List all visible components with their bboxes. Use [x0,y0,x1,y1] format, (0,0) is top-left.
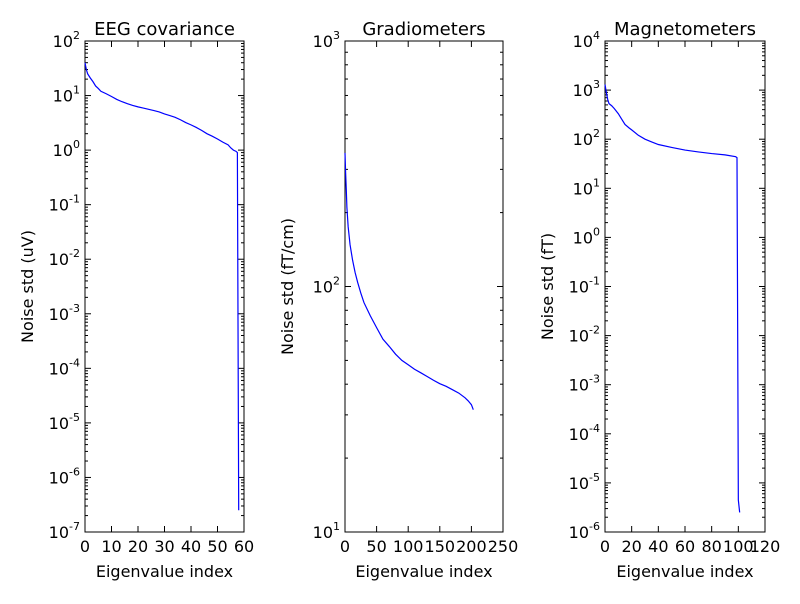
subplot-3: 104 103 102 101 100 10-1 10-2 10-3 10-4 10-5 10-60… [538,19,780,581]
x-tick-label: 20 [128,537,148,556]
chart-title: Magnetometers [614,19,756,40]
y-tick-label: 10-1 [569,275,600,297]
x-tick-label: 200 [456,537,487,556]
x-tick-label: 20 [621,537,641,556]
y-tick-label: 100 [573,225,600,247]
y-tick-label: 103 [313,29,340,51]
y-tick-label: 101 [313,520,340,542]
x-tick-label: 0 [340,537,350,556]
series-line [344,152,474,410]
y-tick-label: 102 [53,29,80,51]
x-tick-label: 100 [393,537,424,556]
y-tick-label: 10-3 [569,373,600,395]
x-tick-label: 40 [648,537,668,556]
y-tick-label: 10-5 [569,471,600,493]
chart-title: Gradiometers [362,19,485,40]
x-tick-label: 60 [234,537,254,556]
axes-frame [344,40,504,533]
x-tick-label: 120 [750,537,781,556]
x-tick-label: 40 [181,537,201,556]
y-tick-label: 101 [53,84,80,106]
y-tick-label: 10-6 [569,520,600,542]
y-tick-label: 10-3 [49,302,80,324]
y-axis-label: Noise std (uV) [18,230,37,343]
y-tick-label: 10-7 [49,520,80,542]
x-tick-label: 50 [366,537,386,556]
y-tick-label: 10-2 [49,247,80,269]
y-tick-label: 101 [573,176,600,198]
axes-frame [604,40,766,533]
y-tick-label: 102 [313,275,340,297]
y-tick-label: 100 [53,138,80,160]
y-tick-label: 103 [573,78,600,100]
y-tick-label: 10-4 [49,356,80,378]
x-tick-label: 100 [723,537,754,556]
x-tick-label: 80 [701,537,721,556]
x-tick-label: 60 [675,537,695,556]
x-axis-label: Eigenvalue index [96,562,233,581]
y-tick-label: 10-4 [569,422,600,444]
y-tick-label: 10-5 [49,411,80,433]
chart-title: EEG covariance [94,19,235,40]
y-axis-label: Noise std (fT) [538,233,557,340]
x-tick-label: 30 [154,537,174,556]
y-tick-label: 10-1 [49,193,80,215]
x-tick-label: 250 [488,537,519,556]
y-tick-label: 102 [573,127,600,149]
y-axis-label: Noise std (fT/cm) [278,218,297,355]
y-tick-label: 104 [573,29,600,51]
x-tick-label: 0 [80,537,90,556]
x-tick-label: 0 [600,537,610,556]
series-line [84,62,240,511]
axes-frame [84,40,245,533]
x-tick-label: 50 [207,537,227,556]
x-tick-label: 10 [101,537,121,556]
y-tick-label: 10-6 [49,465,80,487]
x-axis-label: Eigenvalue index [616,562,753,581]
y-tick-label: 10-2 [569,324,600,346]
subplot-1: 102 101 100 10-1 10-2 10-3 10-4 10-5 10-6 10-70 10… [18,19,254,581]
x-axis-label: Eigenvalue index [355,562,492,581]
x-tick-label: 150 [425,537,456,556]
series-line [604,84,741,513]
